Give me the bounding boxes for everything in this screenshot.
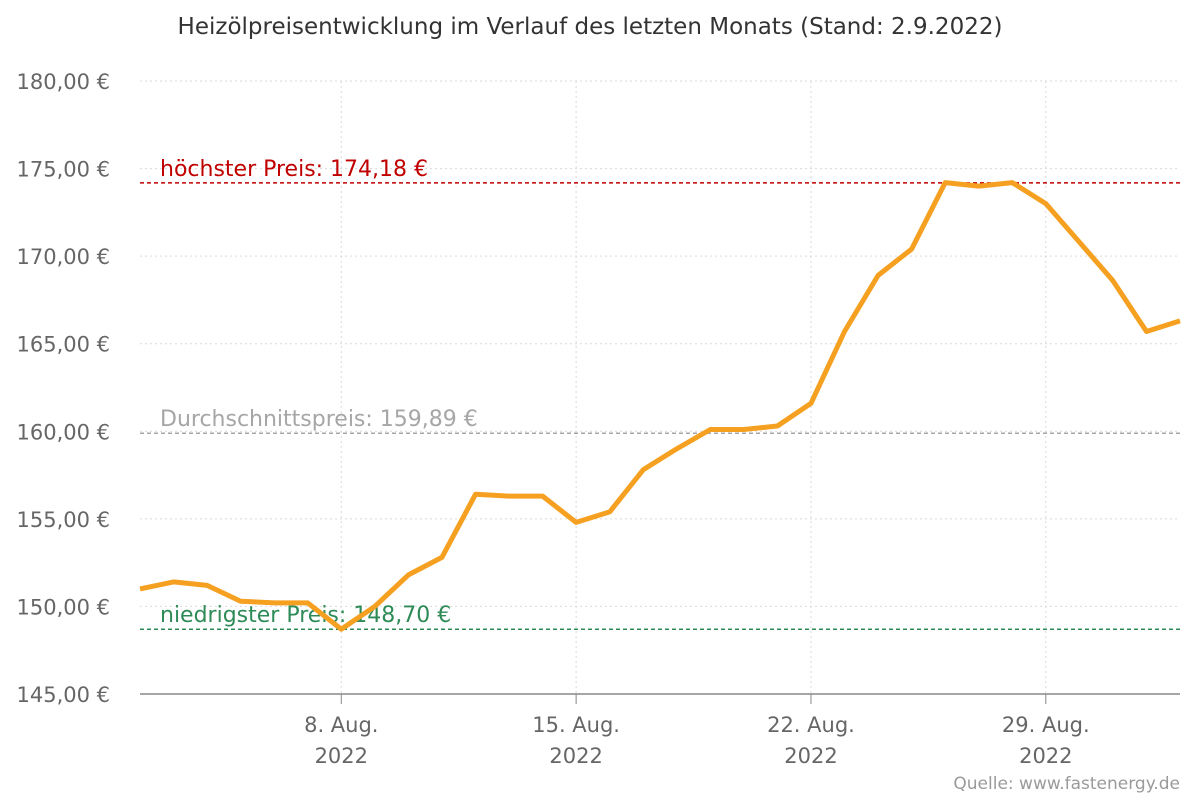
- y-tick-label: 150,00 €: [16, 595, 110, 619]
- chart-title: Heizölpreisentwicklung im Verlauf des le…: [177, 14, 1003, 40]
- reference-line-label: höchster Preis: 174,18 €: [160, 157, 428, 182]
- x-tick-label: 15. Aug.: [532, 713, 620, 737]
- price-line: [139, 180, 1181, 632]
- y-tick-label: 165,00 €: [16, 333, 110, 357]
- y-tick-label: 175,00 €: [16, 158, 110, 182]
- x-tick-year-label: 2022: [1019, 744, 1072, 768]
- x-tick-label: 29. Aug.: [1002, 713, 1090, 737]
- reference-lines: höchster Preis: 174,18 € Durchschnittspre…: [140, 157, 1180, 630]
- x-tick-label: 8. Aug.: [304, 713, 378, 737]
- x-tick-label: 22. Aug.: [767, 713, 855, 737]
- y-tick-label: 160,00 €: [16, 420, 110, 444]
- source-note: Quelle: www.fastenergy.de: [953, 774, 1180, 794]
- y-tick-label: 180,00 €: [16, 70, 110, 94]
- y-tick-label: 170,00 €: [16, 245, 110, 269]
- reference-line-label: niedrigster Preis: 148,70 €: [160, 603, 451, 628]
- x-tick-year-label: 2022: [315, 744, 368, 768]
- reference-line-label: Durchschnittspreis: 159,89 €: [160, 407, 478, 432]
- x-tick-year-label: 2022: [784, 744, 837, 768]
- grid: [140, 80, 1180, 694]
- x-tick-year-label: 2022: [549, 744, 602, 768]
- axes: 145,00 € 150,00 € 155,00 € 160,00 € 165,00 €…: [16, 70, 1180, 768]
- y-tick-label: 155,00 €: [16, 508, 110, 532]
- y-tick-label: 145,00 €: [16, 683, 110, 707]
- series: [139, 180, 1181, 632]
